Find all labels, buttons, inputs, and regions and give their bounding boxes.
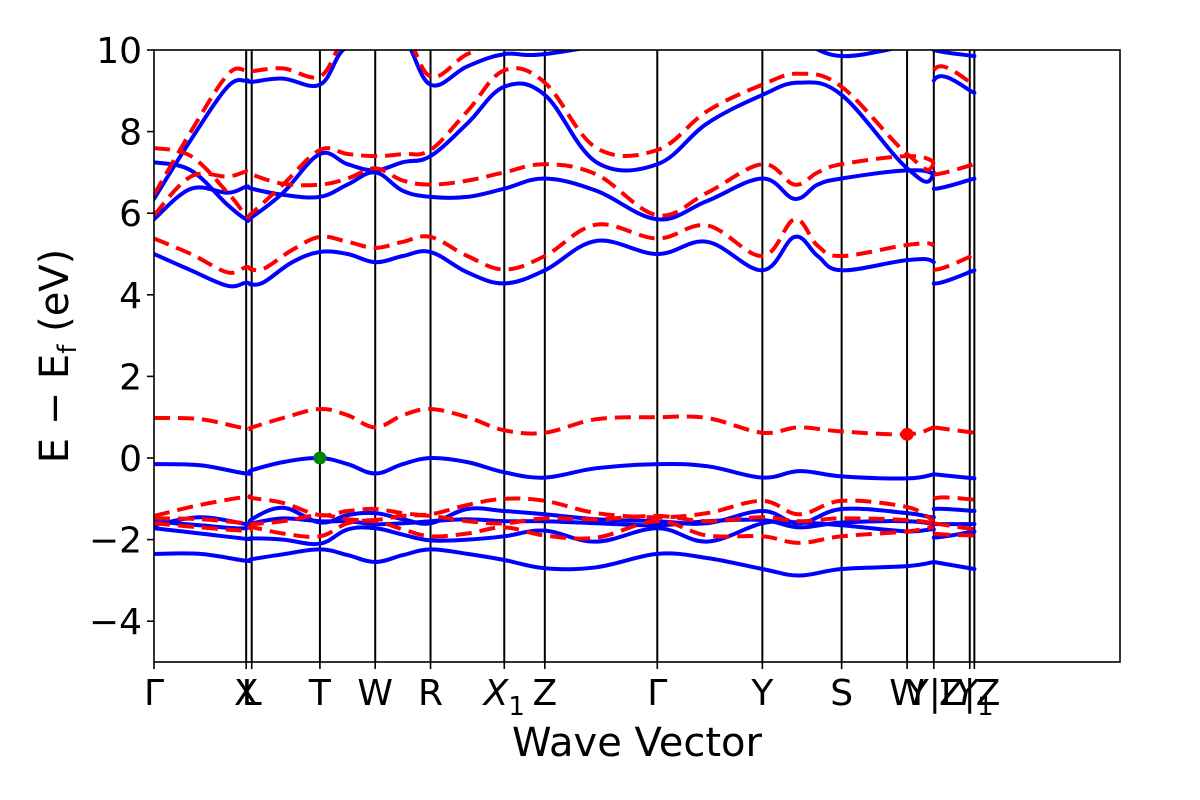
svg-text:E − Ef (eV): E − Ef (eV) (32, 249, 83, 464)
plot-frame (153, 49, 1121, 663)
spin-up-band-8 (154, 50, 977, 201)
y-axis-label: E − Ef (eV) (32, 249, 83, 464)
x-axis-label: Wave Vector (512, 720, 763, 766)
spin-up-band-5 (154, 234, 977, 289)
high-symmetry-lines (245, 50, 976, 662)
x-tick-label-12: Y|L (906, 673, 961, 714)
x-tick-label-9: Y (750, 673, 774, 714)
y-axis-label-sub: f (53, 344, 83, 354)
x-tick-label-8: Γ (647, 673, 667, 714)
spin-up-band-7 (154, 74, 977, 223)
y-tick-label: 8 (119, 113, 142, 154)
spin-up-band-3 (154, 505, 977, 531)
y-tick-label: 4 (119, 276, 142, 317)
x-tick-label-0: Γ (144, 673, 164, 714)
spin-down-band-9 (154, 518, 975, 545)
y-tick-label: 2 (119, 357, 142, 398)
cbm-marker (900, 427, 914, 441)
x-tick-label-1: X (234, 673, 259, 714)
x-tick-label-10: S (830, 673, 853, 714)
vbm-marker (313, 451, 327, 465)
spin-down-band-11 (154, 494, 975, 522)
y-tick-label: −4 (89, 602, 142, 643)
spin-down-band-15 (154, 64, 976, 220)
x-tick-label-3: T (308, 673, 332, 714)
spin-down-band-16 (154, 50, 482, 196)
x-tick-label-14: Y1 (955, 673, 994, 722)
extrema-markers (313, 427, 914, 465)
y-tick-label: 6 (119, 194, 142, 235)
spin-down-band-13 (154, 217, 976, 275)
y-axis-label-main: E − E (32, 354, 78, 464)
spin-down-band-12 (154, 406, 975, 437)
x-tick-label-7: Z (532, 673, 557, 714)
spin-down-band-14 (154, 154, 975, 218)
x-tick-label-13: Z|Z (939, 673, 1000, 714)
spin-up-band-4 (154, 455, 977, 481)
x-tick-label-11: W (889, 673, 925, 714)
y-tick-label: −2 (89, 521, 142, 562)
y-tick-label: 10 (96, 31, 142, 72)
x-tick-label-5: R (418, 673, 443, 714)
spin-up-band-6 (154, 168, 977, 222)
y-axis-label-unit: (eV) (32, 249, 78, 345)
x-axis: Γ XL T W R X1 Z Γ Y S WY|LZ|ZY1 (144, 662, 1000, 722)
y-axis: −4 −2 0 2 4 6 8 10 (89, 31, 154, 643)
spin-up-band-0 (154, 547, 977, 578)
x-tick-label-4: W (357, 673, 393, 714)
spin-down-band-10 (154, 513, 975, 532)
y-tick-label: 0 (119, 439, 142, 480)
x-tick-label-2: L (242, 673, 262, 714)
band-lines (154, 50, 977, 578)
x-tick-label-6: X1 (482, 673, 525, 722)
